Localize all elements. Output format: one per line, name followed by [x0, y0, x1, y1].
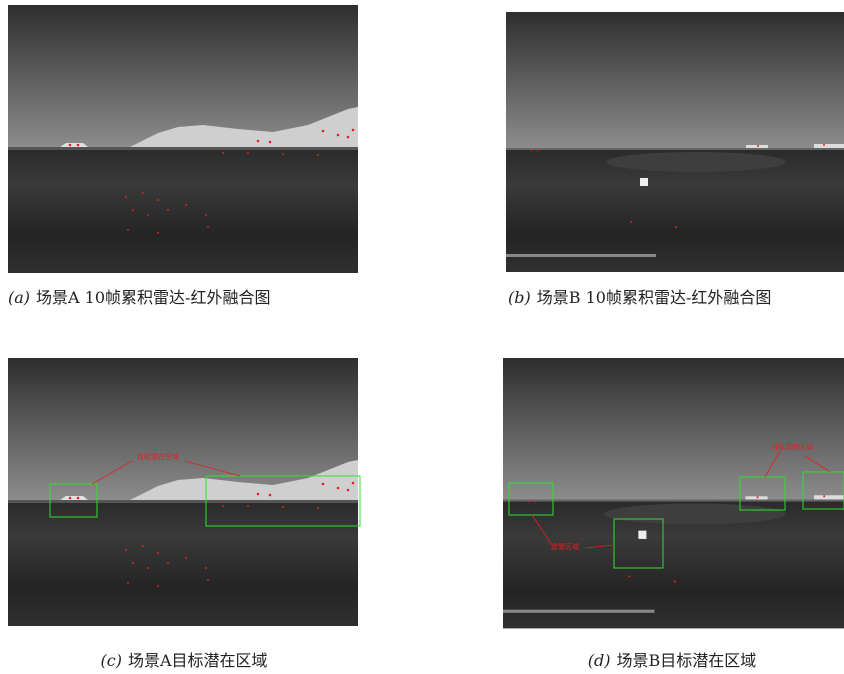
- caption-label: (d): [588, 651, 611, 670]
- figure: 目标潜在区域 目标潜在区域 虚警区域 (a)场景A 10帧累积雷达-红外融合图 …: [0, 0, 844, 674]
- image-d: [503, 358, 844, 628]
- caption: (d) 场景B目标潜在区域: [588, 651, 757, 670]
- caption: (b) 场景B 10帧累积雷达-红外融合图: [508, 288, 771, 307]
- caption-text: 场景A 10帧累积雷达-红外融合图: [36, 288, 270, 307]
- caption-label: (a): [8, 288, 30, 307]
- annotation: 虚警区域: [551, 542, 579, 551]
- image-b: [506, 12, 844, 272]
- caption-label: (c): [100, 651, 121, 670]
- image-a: [8, 5, 358, 273]
- annotation: 目标潜在区域: [771, 442, 813, 451]
- caption: (a) 场景A 10帧累积雷达-红外融合图: [8, 288, 270, 307]
- image-c: [8, 358, 358, 626]
- caption-text: 场景B 10帧累积雷达-红外融合图: [537, 288, 772, 307]
- caption-text: 场景B目标潜在区域: [616, 651, 756, 670]
- annotation: 目标潜在区域: [137, 452, 179, 461]
- caption-label: (b): [508, 288, 531, 307]
- caption-text: 场景A目标潜在区域: [128, 651, 268, 670]
- caption: (c) 场景A目标潜在区域: [100, 651, 267, 670]
